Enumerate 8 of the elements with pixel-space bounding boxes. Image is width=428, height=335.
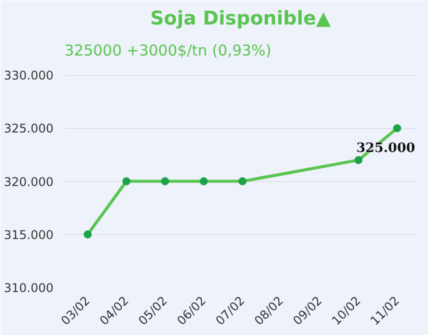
y-tick-label: 320.000 [4,174,54,189]
y-tick-label: 310.000 [4,281,54,295]
y-tick-label: 330.000 [4,68,54,83]
chart-title: Soja Disponible▲ [150,8,332,30]
chart-subtitle: 325000 +3000$/tn (0,93%) [64,42,272,60]
y-tick-label: 315.000 [4,228,54,242]
annotation: 325.000 [356,141,416,156]
y-tick-label: 325.000 [4,122,54,136]
